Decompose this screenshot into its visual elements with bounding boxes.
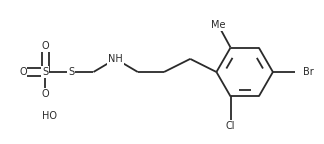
Text: S: S [68, 67, 74, 77]
Text: Cl: Cl [226, 121, 235, 131]
Text: O: O [41, 41, 49, 51]
Text: Br: Br [303, 67, 314, 77]
Text: NH: NH [108, 54, 123, 64]
Text: O: O [41, 89, 49, 99]
Text: S: S [42, 67, 48, 77]
Text: HO: HO [41, 111, 57, 121]
Text: Me: Me [211, 20, 226, 30]
Text: O: O [19, 67, 27, 77]
